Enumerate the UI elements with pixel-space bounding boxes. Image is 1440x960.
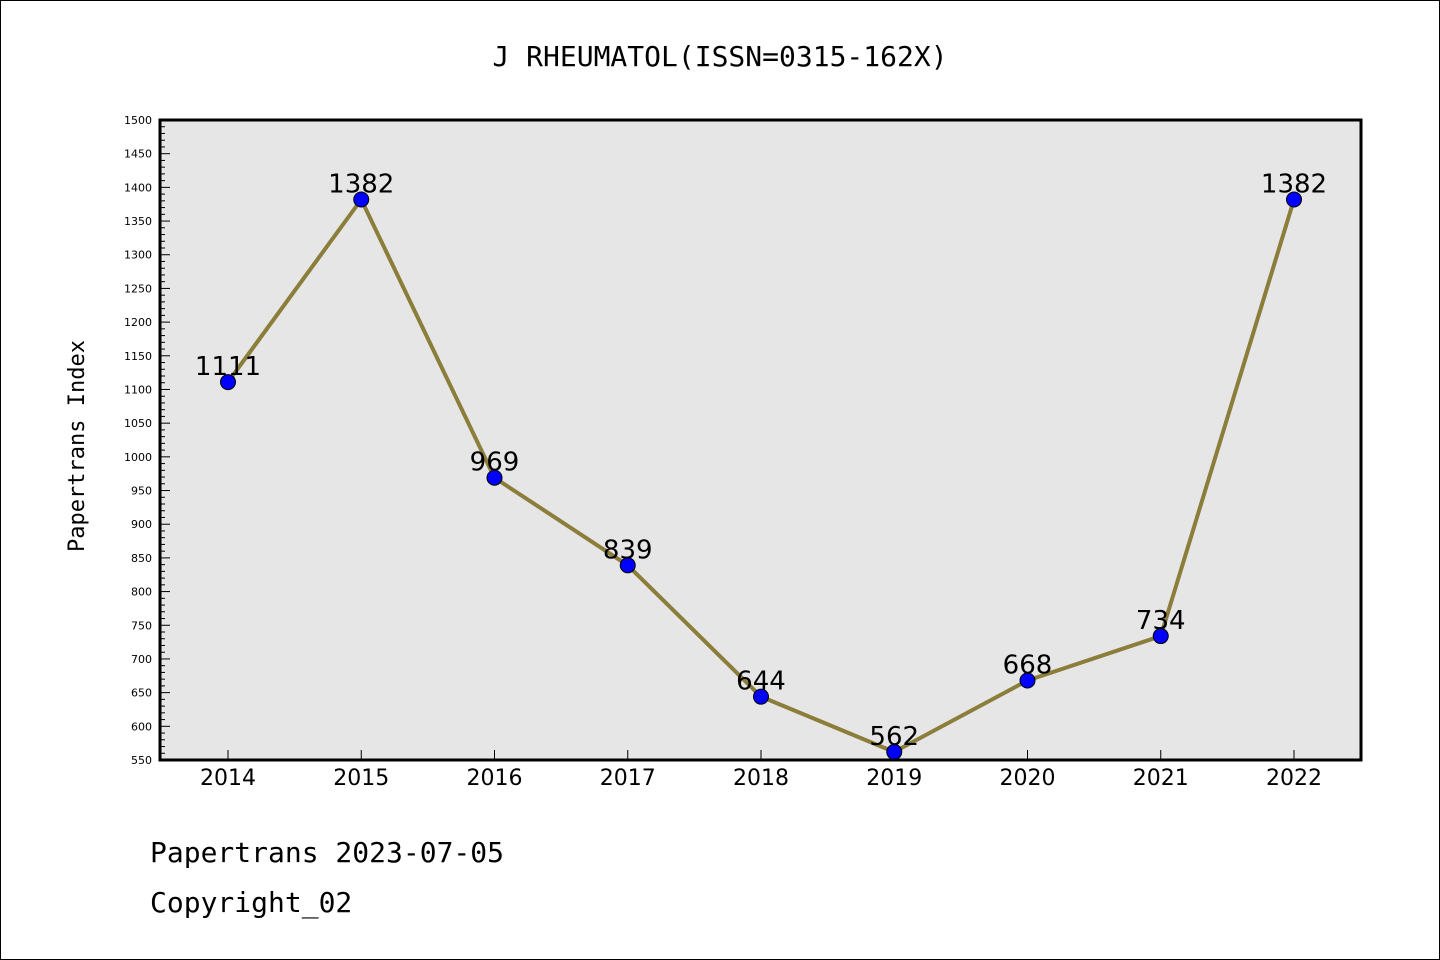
y-axis-label: Papertrans Index [65, 340, 90, 552]
y-tick-label: 900 [131, 518, 152, 531]
chart-title: J RHEUMATOL(ISSN=0315-162X) [492, 40, 947, 73]
y-tick-label: 700 [131, 653, 152, 666]
x-tick-label: 2018 [733, 766, 789, 791]
data-label: 969 [470, 448, 520, 478]
data-point-marker [1152, 628, 1169, 645]
y-tick-label: 1200 [124, 316, 152, 329]
plot-area [160, 120, 1361, 760]
y-tick-label: 1450 [124, 148, 152, 161]
data-point-marker [353, 191, 370, 208]
y-tick-label: 850 [131, 552, 152, 565]
x-tick-label: 2021 [1133, 766, 1189, 791]
plot-border [158, 118, 1363, 762]
data-point-marker [1019, 672, 1036, 689]
x-tick-label: 2016 [467, 766, 523, 791]
y-tick-label: 1250 [124, 282, 152, 295]
data-label: 734 [1136, 606, 1186, 636]
x-tick-label: 2015 [333, 766, 389, 791]
data-label-group: 1111 1382 969 839 644 562 668 734 1382 [195, 169, 1327, 751]
data-label: 562 [869, 722, 919, 752]
y-tick-label: 1100 [124, 383, 152, 396]
y-tick-label: 750 [131, 619, 152, 632]
y-tick-label: 1300 [124, 249, 152, 262]
data-point-marker [486, 469, 503, 486]
y-tick-label: 1350 [124, 215, 152, 228]
y-tick-label: 600 [131, 720, 152, 733]
y-tick-label: 650 [131, 687, 152, 700]
x-tick-label: 2014 [200, 766, 256, 791]
y-tick-label: 1000 [124, 451, 152, 464]
data-point-marker [1286, 191, 1302, 208]
x-tick-label: 2019 [866, 766, 922, 791]
marker-group [220, 191, 1302, 760]
data-label: 668 [1003, 651, 1053, 681]
x-tick-label: 2017 [600, 766, 656, 791]
y-tick-label: 1150 [124, 350, 152, 363]
data-label: 1111 [195, 352, 261, 382]
y-tick-label: 550 [131, 754, 152, 767]
y-axis: 550 600 650 700 750 800 850 900 950 1000 1050 1100 1… [124, 114, 170, 767]
data-label: 839 [603, 535, 653, 565]
data-label: 644 [736, 667, 786, 697]
data-label: 1382 [328, 169, 394, 199]
x-axis: 2014 2015 2016 2017 2018 2019 2020 2021 2022 [200, 750, 1322, 791]
data-point-marker [619, 557, 636, 574]
y-tick-label: 950 [131, 485, 152, 498]
x-tick-label: 2022 [1266, 766, 1322, 791]
y-tick-label: 1400 [124, 181, 152, 194]
footer-copyright: Copyright_02 [150, 886, 353, 919]
y-tick-label: 1500 [124, 114, 152, 127]
data-point-marker [753, 688, 769, 705]
data-label: 1382 [1261, 169, 1327, 199]
x-tick-label: 2020 [1000, 766, 1056, 791]
y-tick-label: 1050 [124, 417, 152, 430]
y-tick-label: 800 [131, 586, 152, 599]
data-point-marker [220, 374, 236, 391]
footer-date: Papertrans 2023-07-05 [150, 836, 505, 869]
